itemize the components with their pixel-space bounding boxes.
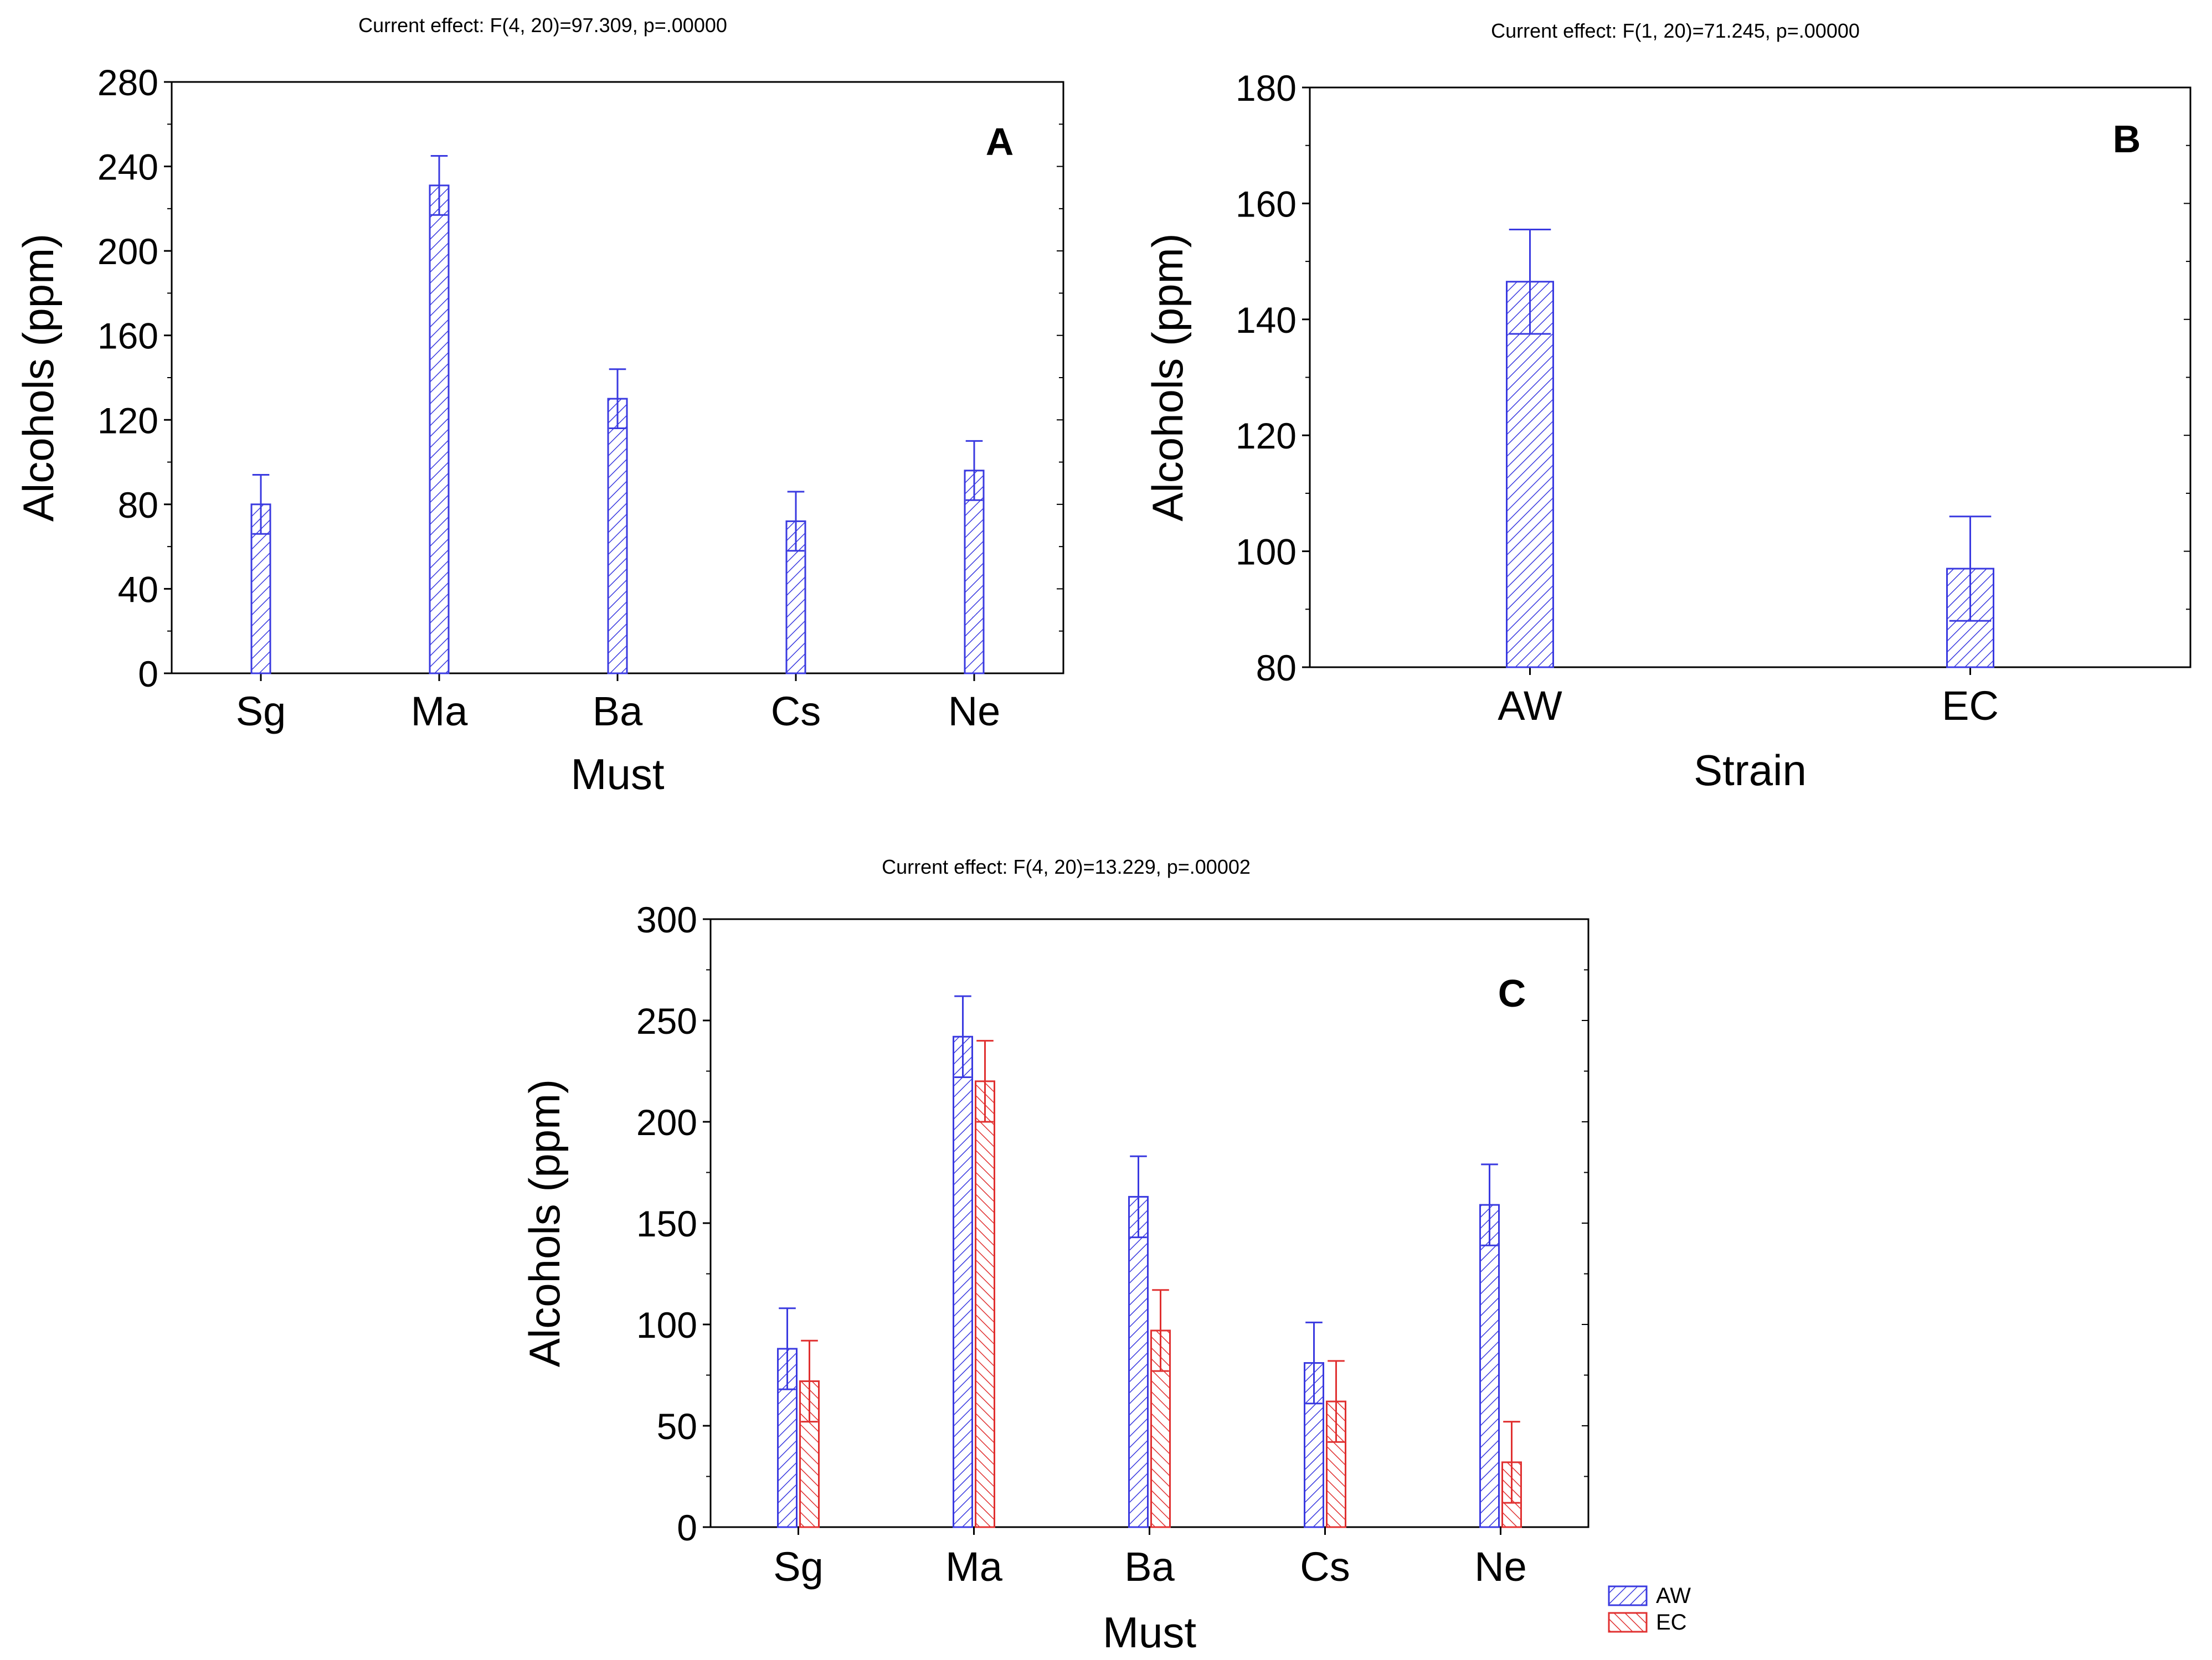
x-axis-label: Must [1103,1608,1196,1657]
y-tick-label: 300 [636,899,697,940]
legend-label-aw: AW [1656,1584,1691,1608]
x-tick-label: Ma [411,688,469,734]
y-tick-label: 100 [636,1305,697,1345]
y-tick-label: 40 [118,569,158,610]
bar-ma-ec [975,1080,995,1528]
legend-swatch-aw [1608,1585,1648,1606]
y-axis-label: Alcohols (ppm) [520,1079,569,1367]
bar-ba [607,398,628,674]
bar-ba-aw [1128,1195,1149,1528]
chart-panel-c: Current effect: F(4, 20)=13.229, p=.0000… [520,855,1691,1657]
chart-panel-a: Current effect: F(4, 20)=97.309, p=.0000… [14,14,1064,798]
y-axis-label: Alcohols (ppm) [14,234,63,522]
y-tick-label: 100 [1236,532,1297,573]
y-tick-label: 180 [1236,68,1297,109]
panel-letter: C [1498,972,1526,1015]
y-tick-label: 160 [97,316,158,357]
y-tick-label: 80 [1256,647,1297,688]
y-tick-label: 50 [657,1406,697,1447]
x-axis-label: Strain [1694,746,1807,795]
x-tick-label: Cs [771,688,821,734]
x-tick-label: Sg [236,688,286,734]
x-tick-label: Ba [1124,1544,1175,1590]
plot-frame [1309,86,2192,668]
effect-label: Current effect: F(4, 20)=13.229, p=.0000… [882,855,1251,878]
effect-label: Current effect: F(4, 20)=97.309, p=.0000… [358,14,727,37]
y-tick-label: 0 [677,1507,697,1548]
y-tick-label: 240 [97,147,158,188]
y-tick-label: 150 [636,1203,697,1244]
x-tick-label: Ba [593,688,643,734]
bar-ne [964,470,985,674]
y-tick-label: 200 [97,231,158,272]
bar-ma [429,184,450,674]
bar-aw [1506,281,1554,668]
panel-letter: B [2113,117,2141,161]
y-tick-label: 280 [97,62,158,103]
panel-letter: A [986,120,1014,163]
effect-label: Current effect: F(1, 20)=71.245, p=.0000… [1491,19,1860,42]
y-tick-label: 0 [138,653,158,694]
bar-ma-aw [953,1035,973,1528]
y-tick-label: 120 [1236,415,1297,456]
x-tick-label: Ma [945,1544,1003,1590]
y-tick-label: 200 [636,1102,697,1143]
plot-frame [709,918,1589,1528]
x-tick-label: Sg [773,1544,824,1590]
y-axis-label: Alcohols (ppm) [1143,233,1192,521]
y-tick-label: 160 [1236,183,1297,224]
bar-ne-aw [1479,1204,1500,1528]
x-axis-label: Must [570,750,664,798]
legend-label-ec: EC [1656,1610,1687,1635]
y-tick-label: 80 [118,484,158,525]
x-tick-label: Cs [1300,1544,1350,1590]
x-tick-label: EC [1942,683,1999,729]
legend-swatch-ec [1608,1612,1648,1633]
x-tick-label: Ne [948,688,1001,734]
y-tick-label: 120 [97,400,158,441]
x-tick-label: Ne [1474,1544,1527,1590]
y-tick-label: 140 [1236,300,1297,341]
x-tick-label: AW [1498,683,1562,729]
chart-panel-b: Current effect: F(1, 20)=71.245, p=.0000… [1143,19,2192,795]
y-tick-label: 250 [636,1001,697,1042]
